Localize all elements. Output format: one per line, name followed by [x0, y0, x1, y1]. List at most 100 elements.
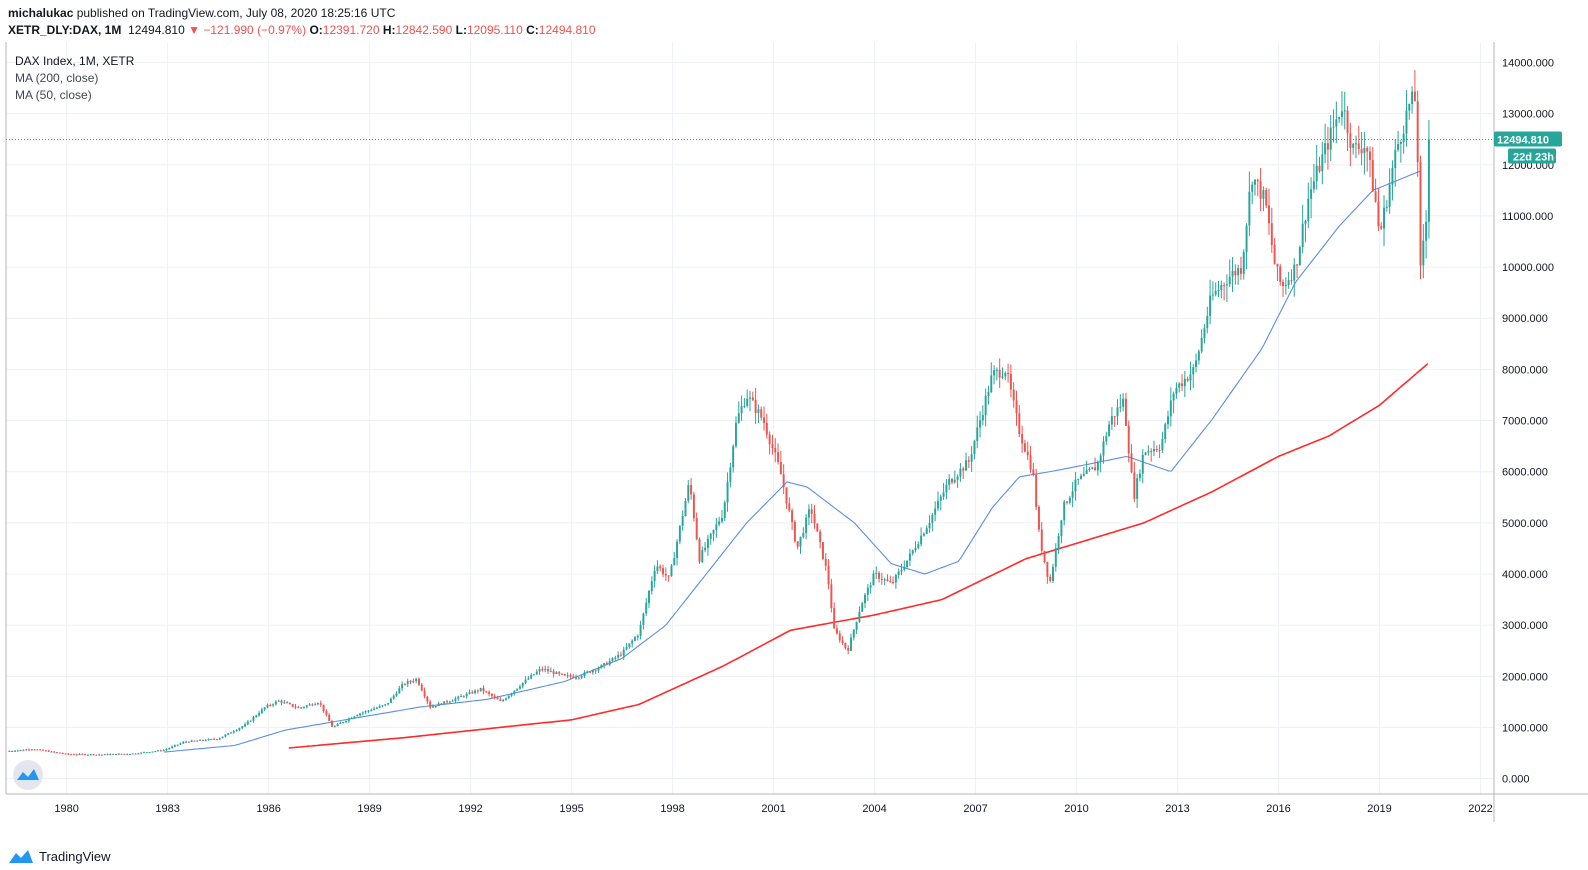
candle-body	[791, 510, 794, 522]
time-axis[interactable]: 1980 1983 1986 1989 1992 1995 1998 2001 2004 2007…	[54, 803, 1492, 815]
candle-body	[81, 753, 84, 755]
candle-body	[973, 440, 976, 455]
candle-body	[1113, 416, 1116, 418]
legend-ma200[interactable]: MA (200, close)	[15, 71, 99, 85]
candle-body	[154, 751, 157, 753]
price-chart[interactable]: 0.000 1000.000 2000.000 3000.000 4000.000 500…	[0, 42, 1588, 822]
price-tick-label: 6000.000	[1502, 467, 1548, 479]
symbol-label[interactable]: XETR_DLY:DAX, 1M	[8, 23, 122, 37]
candle-body	[213, 738, 216, 740]
candle-body	[527, 678, 530, 680]
candle-body	[1110, 416, 1113, 425]
candle-body	[1340, 111, 1343, 117]
candle-body	[1262, 190, 1265, 199]
candle-body	[114, 753, 117, 755]
candle-body	[563, 674, 566, 676]
candle-body	[541, 669, 544, 671]
candle-body	[962, 468, 965, 471]
candle-body	[378, 706, 381, 708]
candle-body	[619, 654, 622, 656]
candle-body	[1338, 116, 1341, 120]
candle-body	[1015, 400, 1018, 414]
author-name[interactable]: michalukac	[8, 6, 74, 20]
candle-body	[1416, 101, 1419, 163]
candle-body	[196, 740, 199, 742]
close-label: C:	[526, 23, 539, 37]
candle-body	[8, 751, 11, 753]
high-value: 12842.590	[395, 23, 453, 37]
time-tick-label: 2010	[1064, 803, 1088, 815]
candle-body	[364, 711, 367, 713]
candle-body	[1251, 184, 1254, 192]
candle-body	[263, 707, 266, 710]
candle-body	[914, 547, 917, 551]
candle-body	[690, 485, 693, 495]
candle-body	[25, 749, 28, 751]
candle-body	[1155, 449, 1158, 451]
time-tick-label: 2013	[1165, 803, 1189, 815]
candle-body	[1178, 383, 1181, 388]
candle-body	[291, 704, 294, 707]
candle-body	[855, 621, 858, 630]
candle-body	[359, 713, 362, 716]
candle-body	[1310, 189, 1313, 199]
candle-body	[294, 706, 297, 708]
candle-body	[401, 684, 404, 689]
candle-body	[1315, 165, 1318, 182]
candle-body	[75, 754, 78, 756]
candle-body	[1057, 535, 1060, 549]
price-axis[interactable]: 0.000 1000.000 2000.000 3000.000 4000.000 500…	[1502, 57, 1554, 785]
time-tick-label: 2019	[1367, 803, 1391, 815]
candle-body	[861, 603, 864, 612]
legend-title[interactable]: DAX Index, 1M, XETR	[15, 54, 135, 68]
candle-body	[1335, 119, 1338, 127]
candle-body	[19, 749, 22, 751]
candle-body	[1167, 416, 1169, 425]
candle-body	[1234, 270, 1237, 276]
candle-body	[670, 565, 673, 576]
candle-body	[667, 575, 670, 577]
candle-body	[1239, 268, 1242, 274]
candle-body	[53, 751, 56, 753]
candle-body	[221, 736, 224, 739]
price-tick-label: 11000.000	[1502, 211, 1553, 223]
candle-body	[833, 608, 836, 629]
legend-ma50[interactable]: MA (50, close)	[15, 88, 92, 102]
candle-body	[316, 703, 319, 705]
candle-body	[558, 672, 561, 674]
candle-body	[353, 716, 356, 718]
candle-body	[100, 754, 103, 756]
candle-body	[684, 500, 687, 517]
candle-body	[1290, 280, 1293, 282]
footer-brand[interactable]: TradingView	[8, 848, 111, 864]
candle-body	[474, 690, 477, 694]
candle-body	[591, 670, 594, 673]
candle-body	[171, 746, 174, 749]
candle-body	[89, 754, 92, 756]
candle-body	[305, 705, 308, 707]
candle-body	[13, 750, 16, 752]
candle-body	[956, 476, 959, 480]
candle-body	[712, 529, 715, 534]
candle-body	[1377, 201, 1380, 227]
candle-body	[1088, 469, 1091, 471]
candle-body	[1307, 198, 1310, 222]
candle-body	[1242, 252, 1245, 274]
candle-body	[244, 724, 247, 727]
candle-body	[468, 692, 471, 694]
candle-body	[246, 721, 249, 725]
candle-body	[507, 695, 510, 699]
candle-body	[28, 749, 30, 751]
candle-body	[1203, 328, 1206, 339]
candle-body	[1214, 290, 1217, 295]
candle-body	[403, 684, 406, 686]
candle-body	[311, 704, 314, 706]
candle-body	[98, 754, 101, 756]
candle-body	[617, 654, 620, 658]
candle-body	[883, 579, 886, 581]
candle-body	[392, 695, 395, 699]
candle-body	[664, 574, 667, 576]
candle-body	[204, 740, 207, 742]
candle-body	[608, 660, 611, 665]
candle-body	[948, 479, 951, 485]
